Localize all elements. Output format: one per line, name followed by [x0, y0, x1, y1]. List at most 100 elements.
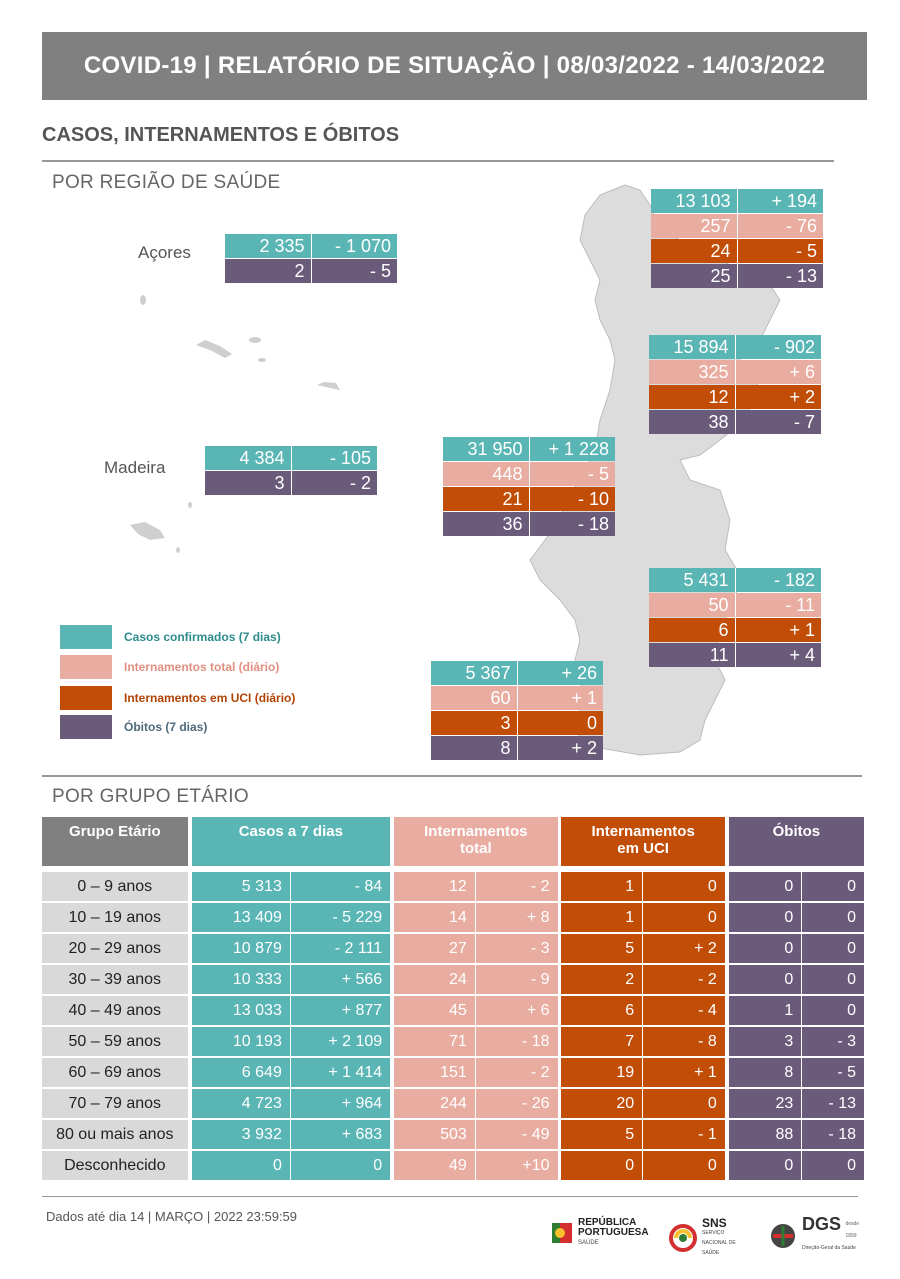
region-acores: 2 335- 1 070 2- 5 [225, 234, 397, 284]
hosp-value: 12 [394, 872, 476, 903]
republica-portuguesa-logo: REPÚBLICA PORTUGUESA SAÚDE [550, 1218, 649, 1248]
cases-value: 5 313 [191, 872, 291, 903]
deaths-value: 3 [205, 471, 292, 495]
icu-value: 1 [561, 872, 644, 903]
hosp-delta: - 18 [475, 1027, 558, 1058]
cases-value: 10 879 [191, 934, 291, 965]
icu-delta: - 8 [643, 1027, 725, 1058]
icu-value: 12 [649, 385, 736, 409]
icu-delta: + 2 [643, 934, 725, 965]
region-alentejo: 5 431- 182 50- 11 6 + 1 11 + 4 [649, 568, 821, 668]
cases-value: 31 950 [443, 437, 530, 461]
deaths-delta: 0 [802, 1151, 864, 1182]
republica-line2: PORTUGUESA [578, 1227, 649, 1238]
deaths-value: 25 [651, 264, 738, 288]
deaths-value: 88 [728, 1120, 803, 1151]
cases-delta: + 2 109 [290, 1027, 391, 1058]
age-group-label: Desconhecido [42, 1151, 188, 1182]
hosp-delta: - 3 [475, 934, 558, 965]
icu-value: 6 [649, 618, 736, 642]
icu-value: 5 [561, 1120, 644, 1151]
deaths-delta: - 13 [737, 264, 823, 288]
icu-value: 5 [561, 934, 644, 965]
age-group-label: 10 – 19 anos [42, 903, 188, 934]
age-group-label: 20 – 29 anos [42, 934, 188, 965]
age-group-label: 0 – 9 anos [42, 872, 188, 903]
cases-value: 4 723 [191, 1089, 291, 1120]
deaths-delta: - 7 [735, 410, 821, 434]
hosp-value: 24 [394, 965, 476, 996]
legend-swatch-hosp [60, 655, 112, 679]
icu-value: 1 [561, 903, 644, 934]
cases-delta: + 1 228 [529, 437, 615, 461]
deaths-delta: + 4 [735, 643, 821, 667]
deaths-delta: - 2 [291, 471, 377, 495]
hosp-delta: - 76 [737, 214, 823, 238]
section-title: CASOS, INTERNAMENTOS E ÓBITOS [42, 124, 400, 146]
dgs-since: desde 1899 [845, 1221, 860, 1239]
age-group-label: 50 – 59 anos [42, 1027, 188, 1058]
legend-label-cases: Casos confirmados (7 dias) [124, 630, 281, 644]
region-madeira: 4 384- 105 3- 2 [205, 446, 377, 496]
legend-label-icu: Internamentos em UCI (diário) [124, 691, 296, 705]
cases-delta: - 105 [291, 446, 377, 470]
icu-value: 6 [561, 996, 644, 1027]
region-norte: 13 103 + 194 257- 76 24- 5 25- 13 [651, 189, 823, 289]
cases-value: 13 033 [191, 996, 291, 1027]
sns-text: SNS [702, 1216, 727, 1230]
cases-value: 4 384 [205, 446, 292, 470]
data-date-footer: Dados até dia 14 | MARÇO | 2022 23:59:59 [46, 1209, 298, 1224]
hosp-delta: + 6 [735, 360, 821, 384]
icu-value: 0 [561, 1151, 644, 1182]
icu-delta: 0 [643, 1089, 725, 1120]
age-subtitle: POR GRUPO ETÁRIO [52, 786, 249, 807]
hosp-value: 325 [649, 360, 736, 384]
sns-emblem-icon [669, 1224, 697, 1252]
icu-value: 20 [561, 1089, 644, 1120]
icu-delta: 0 [643, 872, 725, 903]
age-group-label: 70 – 79 anos [42, 1089, 188, 1120]
icu-delta: - 2 [643, 965, 725, 996]
republica-line1: REPÚBLICA [578, 1217, 637, 1228]
age-group-label: 40 – 49 anos [42, 996, 188, 1027]
cases-delta: + 877 [290, 996, 391, 1027]
icu-value: 24 [651, 239, 738, 263]
cases-delta: + 964 [290, 1089, 391, 1120]
deaths-delta: - 5 [311, 259, 397, 283]
hosp-delta: + 6 [475, 996, 558, 1027]
cases-delta: - 182 [735, 568, 821, 592]
deaths-delta: - 18 [529, 512, 615, 536]
cases-delta: + 683 [290, 1120, 391, 1151]
table-row: 80 ou mais anos 3 932 + 683 503- 49 5- 1 88- … [42, 1120, 864, 1151]
deaths-value: 2 [225, 259, 312, 283]
deaths-value: 0 [728, 903, 803, 934]
icu-delta: 0 [643, 903, 725, 934]
cases-value: 3 932 [191, 1120, 291, 1151]
age-group-label: 30 – 39 anos [42, 965, 188, 996]
deaths-value: 36 [443, 512, 530, 536]
deaths-delta: 0 [802, 903, 864, 934]
cases-delta: + 194 [737, 189, 823, 213]
cases-value: 6 649 [191, 1058, 291, 1089]
deaths-value: 23 [728, 1089, 803, 1120]
cases-delta: 0 [290, 1151, 391, 1182]
dgs-text: DGS [802, 1214, 842, 1234]
hosp-value: 60 [431, 686, 518, 710]
sns-logo: SNS SERVIÇO NACIONAL DE SAÚDE [668, 1216, 746, 1258]
age-group-table: Grupo Etário Casos a 7 dias Internamento… [42, 817, 864, 1182]
icu-delta: - 5 [737, 239, 823, 263]
sns-subtext: SERVIÇO NACIONAL DE SAÚDE [702, 1230, 736, 1256]
legend-swatch-deaths [60, 715, 112, 739]
deaths-delta: 0 [802, 872, 864, 903]
cases-value: 2 335 [225, 234, 312, 258]
cases-value: 5 367 [431, 661, 518, 685]
flag-emblem-icon [552, 1223, 572, 1243]
hosp-delta: - 26 [475, 1089, 558, 1120]
region-lvt: 31 950 + 1 228 448- 5 21- 10 36- 18 [443, 437, 615, 537]
icu-value: 3 [431, 711, 518, 735]
cases-value: 10 333 [191, 965, 291, 996]
